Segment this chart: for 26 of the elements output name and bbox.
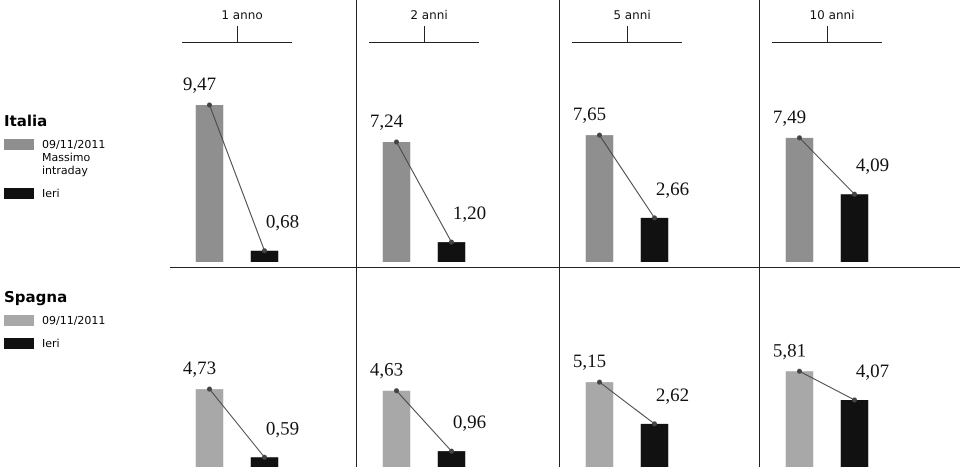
data-label: 5,81 — [772, 340, 806, 362]
category-label: Ieri — [42, 337, 60, 350]
data-label: 1,20 — [452, 203, 486, 224]
chart-title: 2 anni — [410, 8, 448, 22]
data-label: 0,59 — [266, 418, 300, 440]
data-label: 0,68 — [266, 212, 300, 233]
data-label: 7,49 — [772, 106, 806, 128]
text: Spagna — [4, 288, 68, 306]
chart-title: 10 anni — [810, 8, 854, 22]
data-label: 5,15 — [572, 351, 606, 372]
data-label: 7,65 — [572, 104, 606, 126]
category-label: 09/11/2011 — [42, 314, 106, 327]
chart-title: 1 anno — [221, 8, 263, 22]
chart-title: 5 anni — [613, 8, 651, 22]
category-label: Ieri — [42, 187, 60, 200]
text: Italia — [4, 112, 48, 130]
data-label: 4,07 — [856, 360, 890, 382]
data-label: 4,73 — [182, 358, 216, 380]
category-label: 09/11/2011 Massimo intraday — [42, 138, 106, 177]
data-label: 7,24 — [370, 110, 404, 132]
data-label: 2,62 — [656, 384, 690, 406]
data-label: 4,09 — [856, 155, 890, 176]
data-label: 0,96 — [452, 412, 486, 434]
data-label: 9,47 — [182, 74, 216, 95]
data-label: 4,63 — [370, 360, 404, 381]
data-label: 2,66 — [656, 178, 690, 200]
